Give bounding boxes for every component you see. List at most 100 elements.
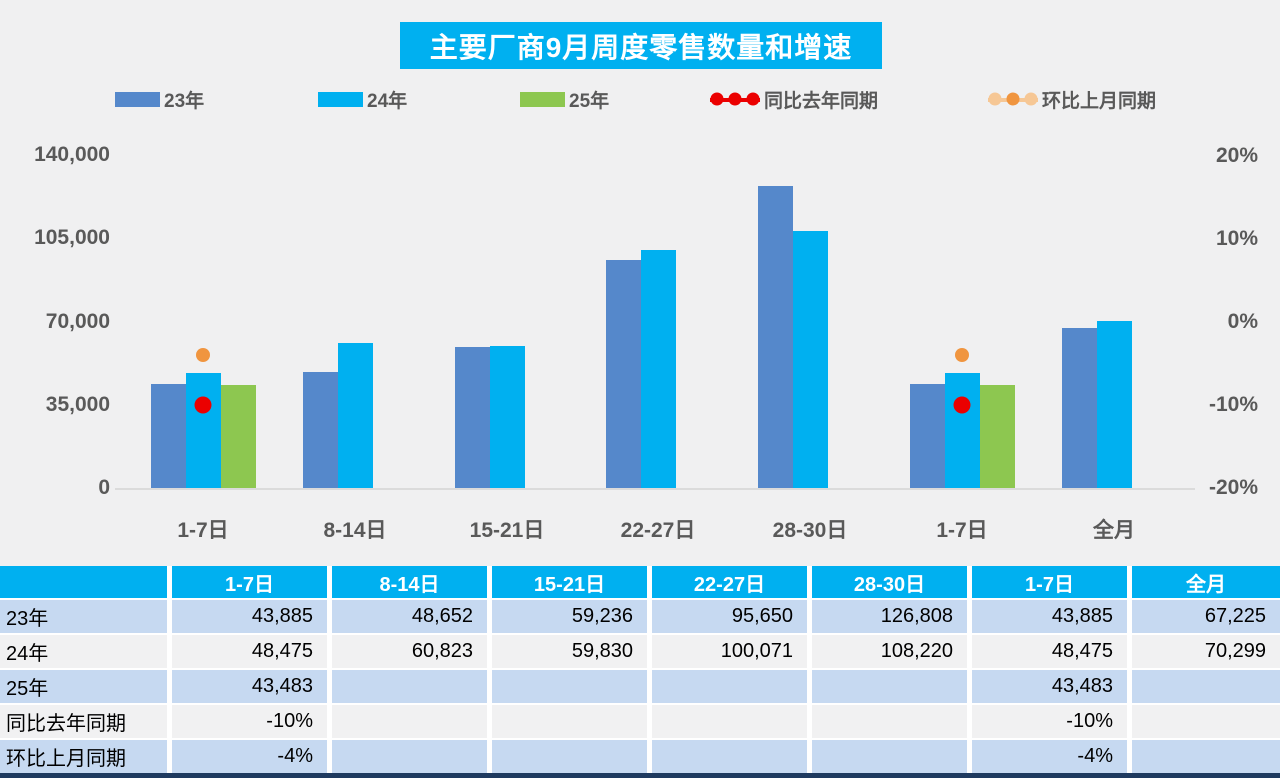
table-cell-r3-c6	[1132, 705, 1280, 738]
legend-label: 23年	[164, 90, 205, 112]
chart-title: 主要厂商9月周度零售数量和增速	[400, 22, 882, 69]
table-cell-r2-c2	[492, 670, 647, 703]
x-axis-label-4: 28-30日	[772, 519, 848, 542]
table-cell-r4-c3	[652, 740, 807, 773]
table-cell-r4-c4	[812, 740, 967, 773]
bar-series0-cat1	[302, 372, 338, 488]
x-axis-label-0: 1-7日	[177, 519, 229, 542]
growth-dot-0-cat5	[953, 396, 971, 414]
table-cell-r0-c1: 48,652	[332, 600, 487, 633]
table-cell-r4-c0: -4%	[172, 740, 327, 773]
left-axis-tick: 105,000	[34, 226, 110, 250]
table-row-label-3: 同比去年同期	[0, 705, 167, 738]
table-cell-r2-c4	[812, 670, 967, 703]
bar-series1-cat4	[792, 230, 828, 488]
table-header-5: 28-30日	[812, 566, 967, 598]
table-cell-r3-c2	[492, 705, 647, 738]
bar-series1-cat6	[1096, 320, 1132, 488]
legend-line-dots-icon	[710, 92, 760, 107]
bar-series1-cat0	[185, 372, 221, 488]
x-axis-label-5: 1-7日	[936, 519, 988, 542]
bar-series2-cat5	[979, 384, 1015, 488]
table-header-4: 22-27日	[652, 566, 807, 598]
table-corner-cell	[0, 566, 167, 598]
right-axis-tick: -20%	[1208, 476, 1258, 499]
table-cell-r0-c2: 59,236	[492, 600, 647, 633]
table-cell-r4-c5: -4%	[972, 740, 1127, 773]
table-header-7: 全月	[1132, 566, 1280, 598]
table-cell-r2-c0: 43,483	[172, 670, 327, 703]
table-row-label-4: 环比上月同期	[0, 740, 167, 773]
table-cell-r0-c0: 43,885	[172, 600, 327, 633]
data-table: 1-7日 8-14日 15-21日 22-27日 28-30日 1-7日 全月 23年 43,8…	[0, 566, 1280, 773]
table-cell-r4-c1	[332, 740, 487, 773]
bar-series1-cat3	[640, 249, 676, 488]
table-cell-r0-c5: 43,885	[972, 600, 1127, 633]
bar-series0-cat3	[605, 260, 641, 488]
legend-label: 环比上月同期	[1042, 90, 1157, 112]
table-row-label-1: 24年	[0, 635, 167, 668]
table-header-1: 1-7日	[172, 566, 327, 598]
bar-series1-cat5	[944, 372, 980, 488]
bar-series0-cat6	[1061, 328, 1097, 488]
table-cell-r3-c3	[652, 705, 807, 738]
table-cell-r1-c5: 48,475	[972, 635, 1127, 668]
legend-item-1: 24年	[318, 88, 407, 112]
legend-dot	[1024, 92, 1038, 106]
table-cell-r1-c3: 100,071	[652, 635, 807, 668]
legend-item-4: 环比上月同期	[988, 88, 1157, 112]
table-cell-r1-c2: 59,830	[492, 635, 647, 668]
table-cell-r2-c3	[652, 670, 807, 703]
table-cell-r1-c6: 70,299	[1132, 635, 1280, 668]
bar-series0-cat2	[454, 347, 490, 488]
chart-area: 主要厂商9月周度零售数量和增速 23年 24年 25年 同比去年同期 环比上月同期 14…	[0, 0, 1280, 566]
table-header-6: 1-7日	[972, 566, 1127, 598]
legend-item-0: 23年	[115, 88, 205, 112]
left-axis-tick: 35,000	[45, 392, 110, 416]
legend-swatch-icon	[115, 91, 160, 107]
bar-series1-cat1	[337, 343, 373, 488]
legend-item-2: 25年	[520, 88, 610, 112]
table-cell-r0-c3: 95,650	[652, 600, 807, 633]
table-header-3: 15-21日	[492, 566, 647, 598]
table-cell-r3-c5: -10%	[972, 705, 1127, 738]
legend-label: 25年	[569, 90, 610, 112]
table-cell-r3-c4	[812, 705, 967, 738]
x-axis-label-2: 15-21日	[469, 519, 545, 542]
table-cell-r2-c1	[332, 670, 487, 703]
x-axis-label-1: 8-14日	[323, 519, 387, 542]
table-cell-r3-c1	[332, 705, 487, 738]
table-cell-r2-c6	[1132, 670, 1280, 703]
legend-line-dots-icon	[988, 92, 1038, 107]
growth-dot-0-cat0	[194, 396, 212, 414]
table-cell-r2-c5: 43,483	[972, 670, 1127, 703]
legend-dot	[988, 92, 1002, 106]
growth-dot-1-cat5	[955, 348, 969, 363]
table-cell-r1-c0: 48,475	[172, 635, 327, 668]
left-axis-tick: 70,000	[45, 309, 110, 333]
legend-swatch-icon	[318, 91, 363, 107]
table-cell-r0-c4: 126,808	[812, 600, 967, 633]
table-cell-r3-c0: -10%	[172, 705, 327, 738]
legend-dot	[710, 92, 724, 106]
legend-dot	[728, 92, 742, 106]
legend-dot	[746, 92, 760, 106]
bar-series0-cat5	[909, 383, 945, 488]
left-axis-tick: 0	[98, 476, 110, 499]
table-row-label-0: 23年	[0, 600, 167, 633]
table-cell-r1-c4: 108,220	[812, 635, 967, 668]
x-axis-line	[115, 488, 1195, 490]
legend-swatch-icon	[520, 91, 565, 107]
legend-dot	[1006, 92, 1020, 106]
right-axis-tick: 20%	[1215, 144, 1258, 167]
table-cell-r4-c2	[492, 740, 647, 773]
x-axis-label-3: 22-27日	[620, 519, 696, 542]
growth-dot-1-cat0	[196, 348, 210, 363]
bar-series0-cat0	[150, 383, 186, 488]
right-axis-tick: -10%	[1208, 393, 1258, 416]
table-cell-r4-c6	[1132, 740, 1280, 773]
table-header-2: 8-14日	[332, 566, 487, 598]
legend-item-3: 同比去年同期	[710, 88, 878, 112]
table-cell-r0-c6: 67,225	[1132, 600, 1280, 633]
